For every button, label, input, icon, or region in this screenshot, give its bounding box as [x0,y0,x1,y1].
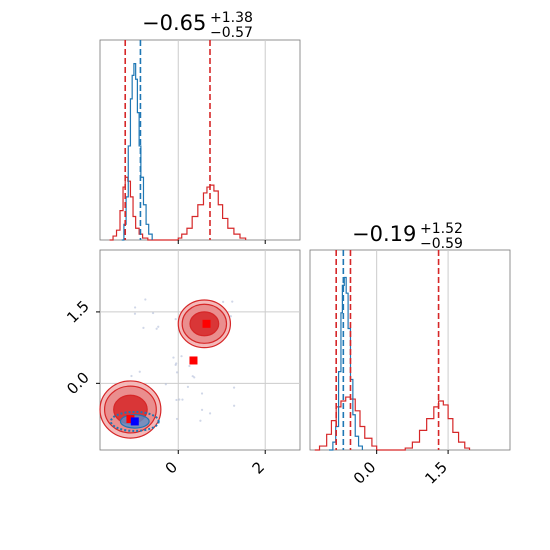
scatter-point [164,383,167,386]
best-fit-markers [126,319,211,426]
scatter-point [208,412,212,415]
scatter-point [174,318,177,321]
x-tick-label: 1.5 [421,458,451,488]
scatter-point [138,370,141,373]
marker-red-square [189,356,198,365]
quantile-lines [335,250,440,450]
panel-frame [309,249,511,451]
scatter-point [133,312,137,315]
scatter-point [142,326,145,330]
scatter-point [193,376,196,379]
scatter-point [151,311,155,315]
scatter-point [175,371,179,374]
scatter-point [231,300,234,303]
scatter-point [188,364,191,368]
x-tick-label: 2 [249,458,268,477]
marker-blue-square [130,417,139,426]
scatter-point [174,363,177,366]
panel-title-sub: −0.59 [420,236,463,252]
marker-red-square [126,415,135,424]
scatter-point [155,327,158,330]
scatter-point [130,374,133,378]
scatter-point [232,386,236,389]
panel-title-main: −0.65 [142,11,206,35]
y-tick-label: 1.5 [63,297,93,327]
x-ticks [177,240,266,244]
scatter-point [175,417,179,421]
panel-title-main: −0.19 [352,222,416,246]
scatter-point [233,404,236,407]
marker-red-square [202,319,211,328]
scatter-point [144,298,147,301]
scatter-point [222,300,225,303]
scatter-point [181,398,184,401]
x-ticks: 0.0 1.5 [350,450,451,488]
grid-lines [177,40,266,240]
scatter-point [191,375,194,378]
x-tick-label: 0 [162,458,181,477]
panel-title-sub: −0.57 [210,25,253,41]
density-contours [99,299,232,439]
scatter-point [178,398,181,401]
scatter-point [180,355,183,358]
panel-title-sup: +1.38 [210,10,253,26]
scatter-point [200,408,204,411]
panel-bottom-left-scatter: 0 2 0.0 1.5 [63,249,301,478]
scatter-point [200,392,204,395]
panel-top-left-histogram: −0.65 +1.38 −0.57 [99,10,301,244]
y-tick-label: 0.0 [63,369,93,399]
scatter-point [199,419,202,422]
scatter-point [133,306,137,309]
contour-blue-outer [109,410,160,432]
panel-bottom-right-histogram: 0.0 1.5 −0.19 +1.52 −0.59 [309,221,511,488]
quantile-lines [124,40,211,240]
histogram-blue [121,63,153,241]
scatter-point [229,315,232,318]
scatter-point [175,398,178,402]
scatter-point [157,325,160,328]
scatter-point [186,385,190,389]
x-tick-label: 0.0 [350,458,380,488]
scatter-point [172,356,175,359]
panel-title-sup: +1.52 [420,221,463,237]
